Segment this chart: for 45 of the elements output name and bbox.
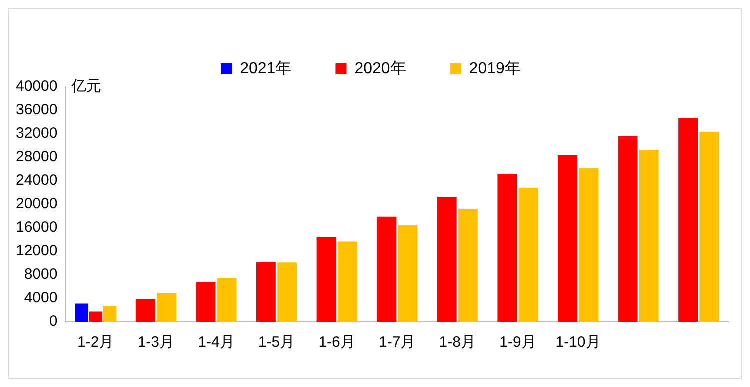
bar	[518, 188, 538, 322]
bar	[256, 262, 276, 322]
bar	[157, 293, 176, 322]
legend-label: 2019年	[469, 60, 521, 78]
y-tick-label: 32000	[16, 125, 58, 142]
x-tick-label: 1-8月	[439, 334, 476, 352]
bar	[136, 299, 156, 322]
x-tick-label: 1-5月	[258, 334, 296, 352]
y-axis-title: 亿元	[70, 78, 102, 96]
x-tick-label: 1-7月	[379, 334, 416, 352]
y-tick-label: 12000	[16, 242, 58, 260]
x-tick-label: 1-6月	[318, 334, 356, 352]
y-tick-label: 40000	[16, 78, 58, 96]
x-tick-label: 1-4月	[198, 334, 235, 352]
y-tick-label: 36000	[16, 102, 58, 119]
bar	[75, 304, 88, 322]
bar	[437, 197, 457, 322]
bar	[316, 237, 336, 322]
bar	[377, 216, 397, 322]
y-tick-label: 8000	[24, 266, 58, 284]
bar	[278, 262, 298, 322]
y-tick-label: 0	[49, 313, 58, 330]
bar	[678, 118, 698, 322]
bar	[196, 282, 216, 322]
bar	[618, 136, 638, 322]
bar	[579, 168, 599, 322]
x-tick-label: 1-10月	[556, 334, 601, 352]
legend-label: 2020年	[354, 60, 406, 78]
bar	[558, 155, 578, 322]
legend-label: 2021年	[240, 60, 292, 78]
y-tick-label: 20000	[16, 196, 58, 213]
x-tick-label: 1-9月	[500, 334, 536, 352]
bar	[639, 150, 659, 322]
y-tick-label: 16000	[16, 219, 58, 236]
bar	[458, 209, 478, 322]
bar	[498, 174, 518, 322]
bar	[217, 278, 237, 322]
y-tick-label: 24000	[16, 172, 58, 190]
bar	[700, 132, 720, 322]
bar	[338, 242, 358, 322]
bar	[398, 225, 418, 322]
x-tick-label: 1-3月	[138, 334, 175, 352]
y-tick-label: 4000	[24, 290, 58, 307]
x-tick-label: 1-2月	[78, 334, 114, 352]
y-tick-label: 28000	[16, 148, 58, 166]
